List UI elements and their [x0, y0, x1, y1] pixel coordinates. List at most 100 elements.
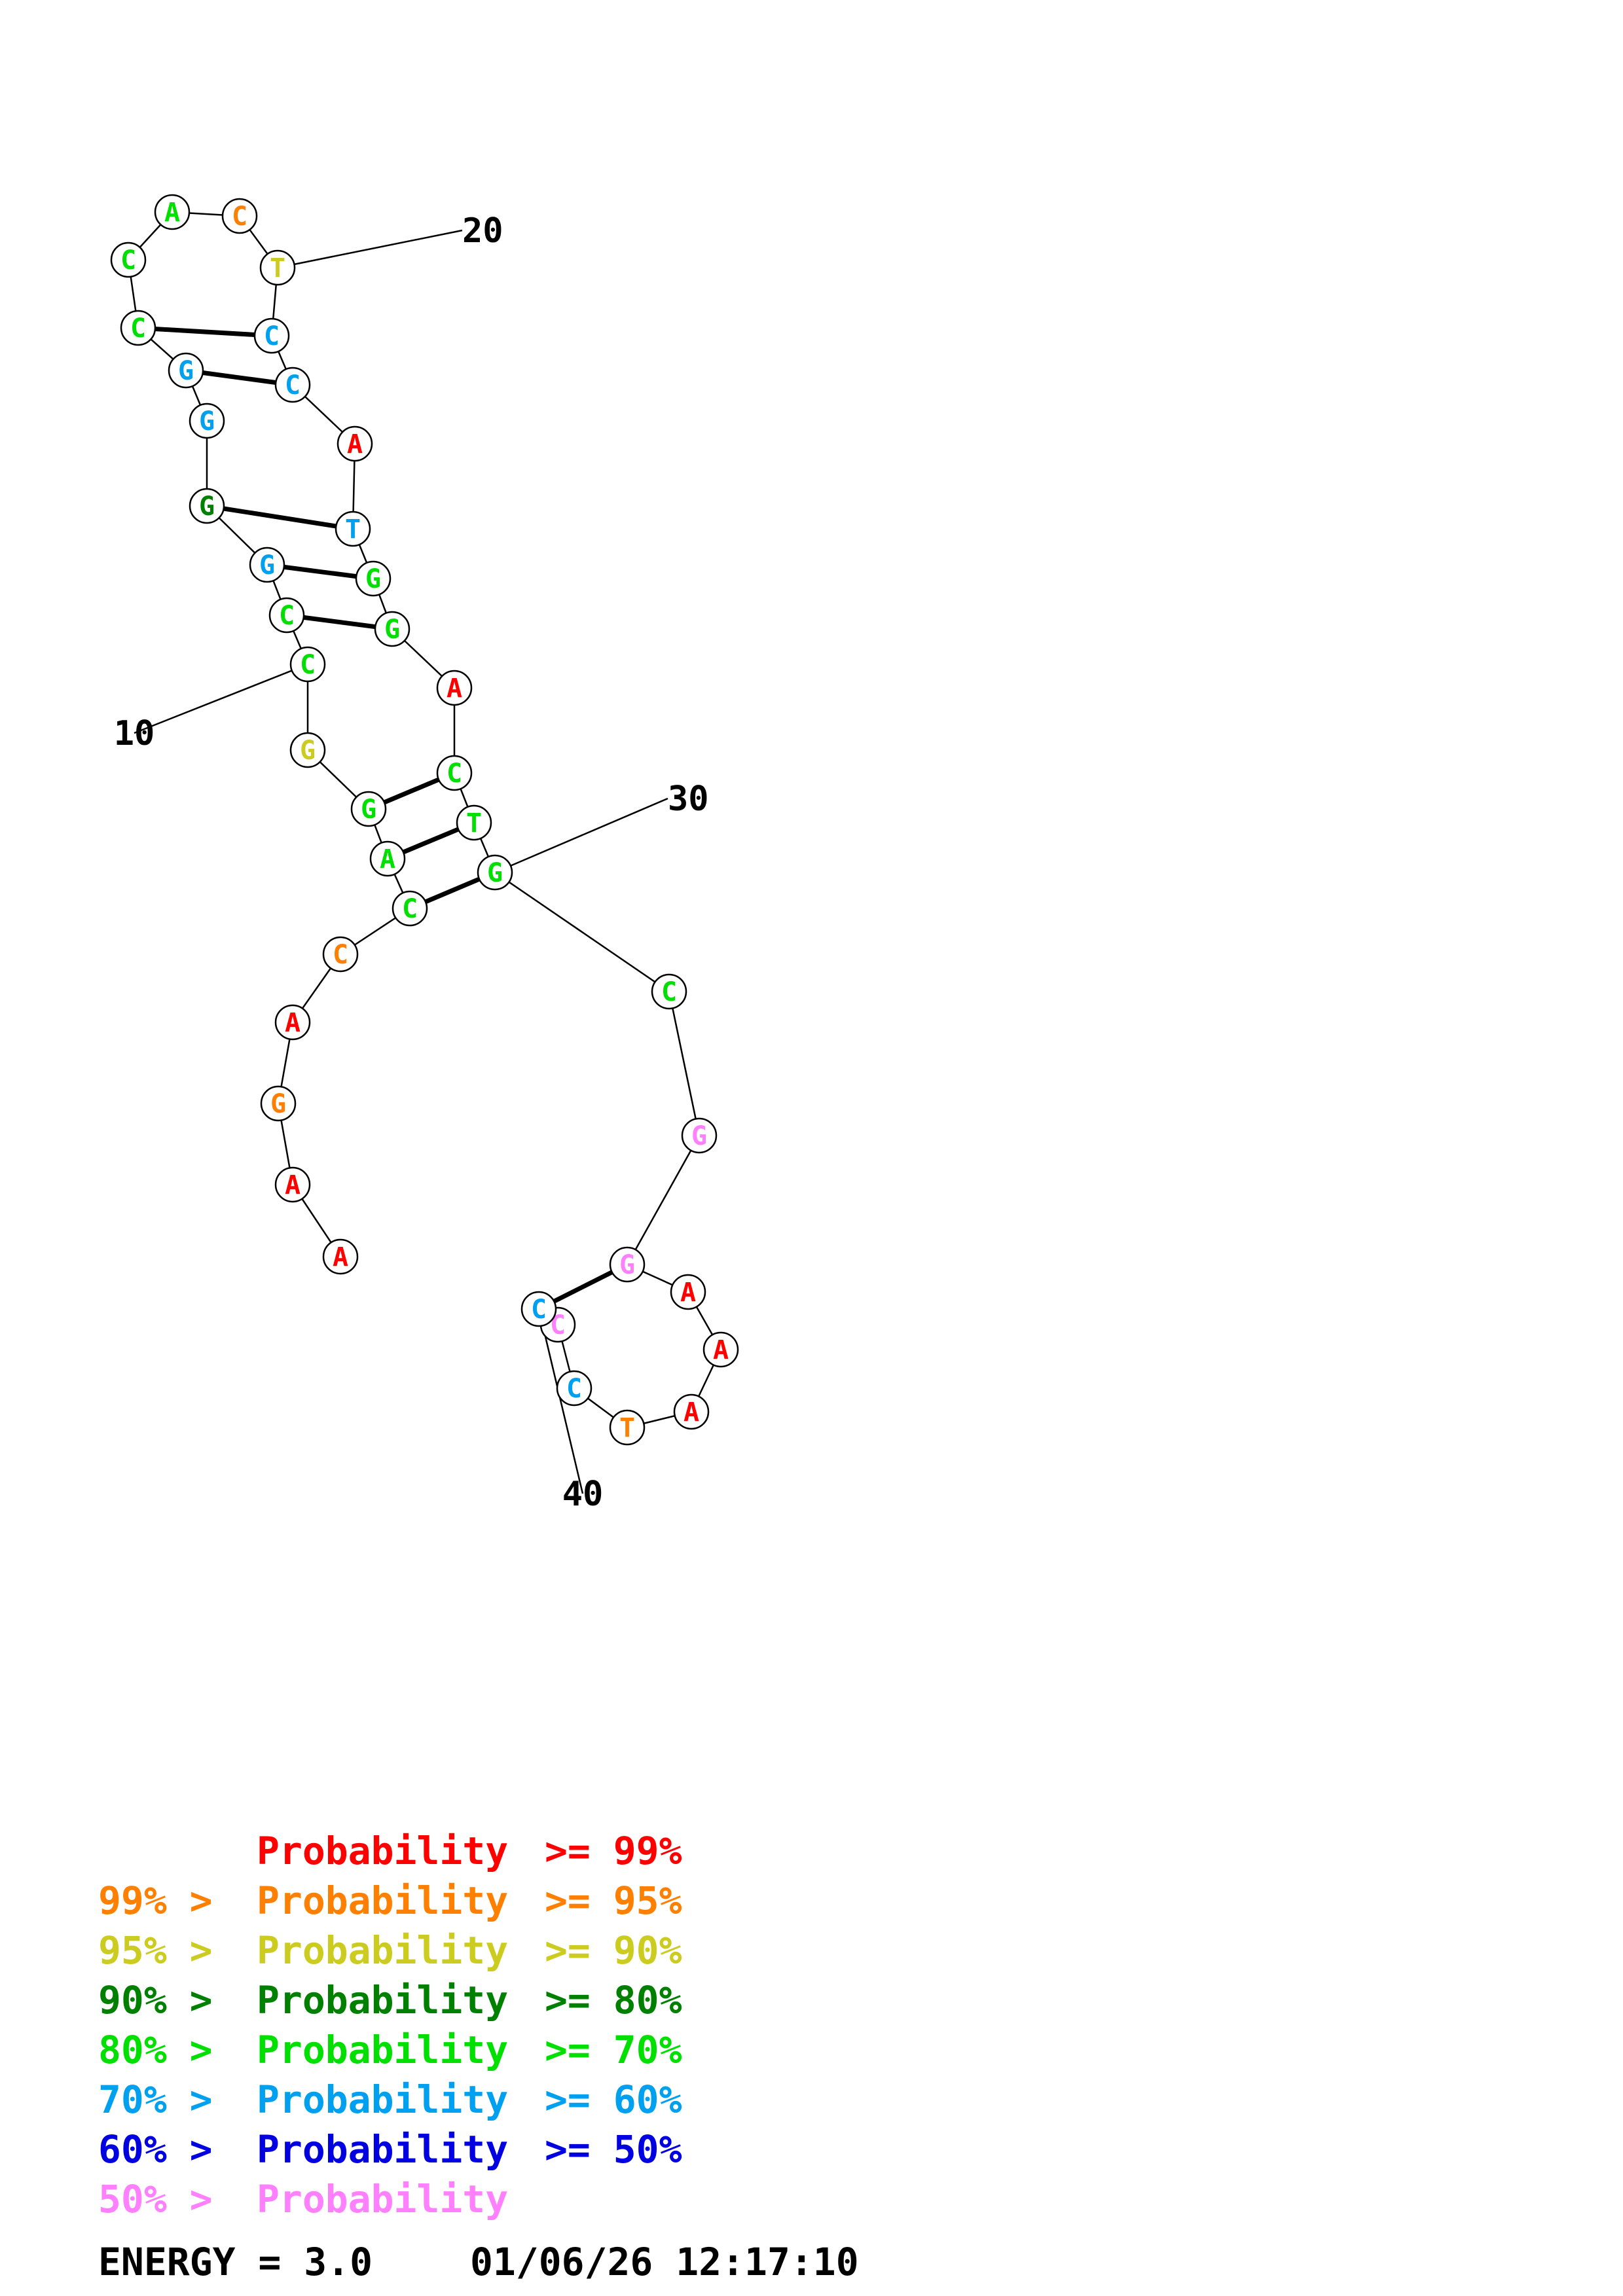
- legend-row-5-suffix: >= 70%: [545, 2028, 682, 2072]
- nucleotide: C: [274, 367, 311, 403]
- nucleotide: C: [556, 1370, 593, 1407]
- nucleotide-base: C: [661, 977, 677, 1007]
- nucleotide-circle: [374, 611, 410, 647]
- nucleotide: G: [189, 403, 225, 439]
- legend-row-5-label: Probability: [257, 2028, 508, 2072]
- legend-row-4-prefix: 90% >: [98, 1978, 213, 2022]
- position-label: 20: [462, 211, 503, 251]
- legend-row-4: 90% > Probability >= 80%: [98, 1978, 682, 2022]
- nucleotide-circle: [221, 198, 258, 234]
- timestamp: 01/06/26 12:17:10: [470, 2240, 859, 2284]
- nucleotide-circle: [681, 1117, 718, 1154]
- legend-row-3-prefix: 95% >: [98, 1928, 213, 1973]
- footer: ENERGY = 3.0 01/06/26 12:17:10: [98, 2240, 859, 2284]
- nucleotide: T: [456, 804, 492, 841]
- nucleotide-circle: [651, 973, 687, 1010]
- legend-row-8: 50% > Probability: [98, 2177, 508, 2221]
- base-pair-bond: [206, 503, 354, 531]
- legend-row-7-suffix: >= 50%: [545, 2127, 682, 2172]
- nucleotide: G: [260, 1085, 297, 1122]
- position-leader-line: [277, 229, 463, 269]
- nucleotide-base: G: [199, 492, 215, 522]
- nucleotide-base: A: [285, 1170, 301, 1200]
- nucleotide-base: G: [619, 1250, 635, 1280]
- nucleotide-circle: [260, 1085, 297, 1122]
- nucleotide-base: G: [361, 795, 376, 825]
- nucleotide-circle: [456, 804, 492, 841]
- nucleotide-base: A: [713, 1335, 729, 1365]
- nucleotide-base: C: [447, 759, 462, 789]
- backbone-segment: [668, 991, 701, 1136]
- position-leader-line: [494, 797, 668, 874]
- nucleotide-base: C: [120, 245, 136, 276]
- nucleotide-circle: [556, 1370, 593, 1407]
- nucleotide-circle: [520, 1291, 557, 1327]
- nucleotide-base: G: [691, 1121, 707, 1151]
- position-leader-line: [134, 663, 308, 734]
- nucleotide: A: [274, 1004, 311, 1041]
- nucleotide-base: A: [164, 198, 180, 228]
- nucleotide-base: C: [566, 1374, 582, 1404]
- nucleotide: C: [392, 890, 428, 927]
- backbone-segment: [626, 1135, 701, 1265]
- nucleotide-circle: [168, 352, 204, 389]
- nucleotide-circle: [268, 597, 305, 634]
- nucleotide-base: A: [380, 844, 395, 874]
- nucleotide: C: [253, 317, 290, 354]
- legend-row-6-prefix: 70% >: [98, 2077, 213, 2122]
- backbone-segment: [494, 871, 670, 993]
- nucleotide-circle: [322, 1238, 359, 1275]
- nucleotide-circle: [337, 425, 373, 462]
- legend-row-6-suffix: >= 60%: [545, 2077, 682, 2122]
- nucleotide: G: [168, 352, 204, 389]
- nucleotide-circle: [189, 488, 225, 524]
- nucleotide: A: [154, 194, 191, 230]
- nucleotide-base: C: [285, 370, 301, 401]
- legend-row-6: 70% > Probability >= 60%: [98, 2077, 682, 2122]
- nucleotide: A: [673, 1393, 710, 1430]
- legend-row-2-suffix: >= 95%: [545, 1878, 682, 1923]
- position-labels: 10 20 30 40: [114, 211, 709, 1514]
- nucleotide: C: [289, 646, 326, 683]
- nucleotide-base: C: [279, 601, 295, 631]
- nucleotide: G: [289, 732, 326, 768]
- nucleotide: G: [477, 854, 513, 891]
- nucleotide-base: G: [199, 406, 215, 437]
- legend-row-4-suffix: >= 80%: [545, 1978, 682, 2022]
- legend-row-1-suffix: >= 99%: [545, 1829, 682, 1873]
- nucleotide-circle: [189, 403, 225, 439]
- nucleotide: G: [249, 547, 285, 583]
- legend-row-4-label: Probability: [257, 1978, 508, 2022]
- nucleotide-base: A: [333, 1242, 348, 1272]
- nucleotide-circle: [249, 547, 285, 583]
- nucleotide-circle: [274, 1166, 311, 1203]
- nucleotide-circle: [477, 854, 513, 891]
- legend-row-1: Probability >= 99%: [257, 1829, 682, 1873]
- legend-row-5: 80% > Probability >= 70%: [98, 2028, 682, 2072]
- nucleotide-base: A: [285, 1008, 301, 1038]
- position-label: 30: [668, 780, 709, 819]
- nucleotide-base: T: [270, 253, 285, 283]
- nucleotide-base: G: [300, 736, 316, 766]
- nucleotide-base: C: [402, 894, 418, 924]
- position-leader-line: [538, 1308, 584, 1494]
- nucleotide-base: C: [300, 650, 316, 680]
- nucleotide-circle: [274, 1004, 311, 1041]
- nucleotide: A: [274, 1166, 311, 1203]
- nucleotide-base: C: [264, 321, 280, 351]
- nucleotide-circle: [609, 1409, 646, 1446]
- legend-row-3-suffix: >= 90%: [545, 1928, 682, 1973]
- nucleotide-base: A: [680, 1278, 696, 1308]
- legend-row-8-label: Probability: [257, 2177, 508, 2221]
- nucleotide: G: [609, 1246, 646, 1283]
- probability-legend: Probability >= 99% 99% > Probability >= …: [98, 1829, 682, 2221]
- legend-row-5-prefix: 80% >: [98, 2028, 213, 2072]
- nucleotide-circle: [110, 242, 147, 278]
- nucleotide-circle: [289, 732, 326, 768]
- nucleotide-base: C: [130, 314, 146, 344]
- nucleotide-circle: [253, 317, 290, 354]
- legend-row-6-label: Probability: [257, 2077, 508, 2122]
- nucleotide-base: G: [365, 564, 381, 594]
- legend-row-3-label: Probability: [257, 1928, 508, 1973]
